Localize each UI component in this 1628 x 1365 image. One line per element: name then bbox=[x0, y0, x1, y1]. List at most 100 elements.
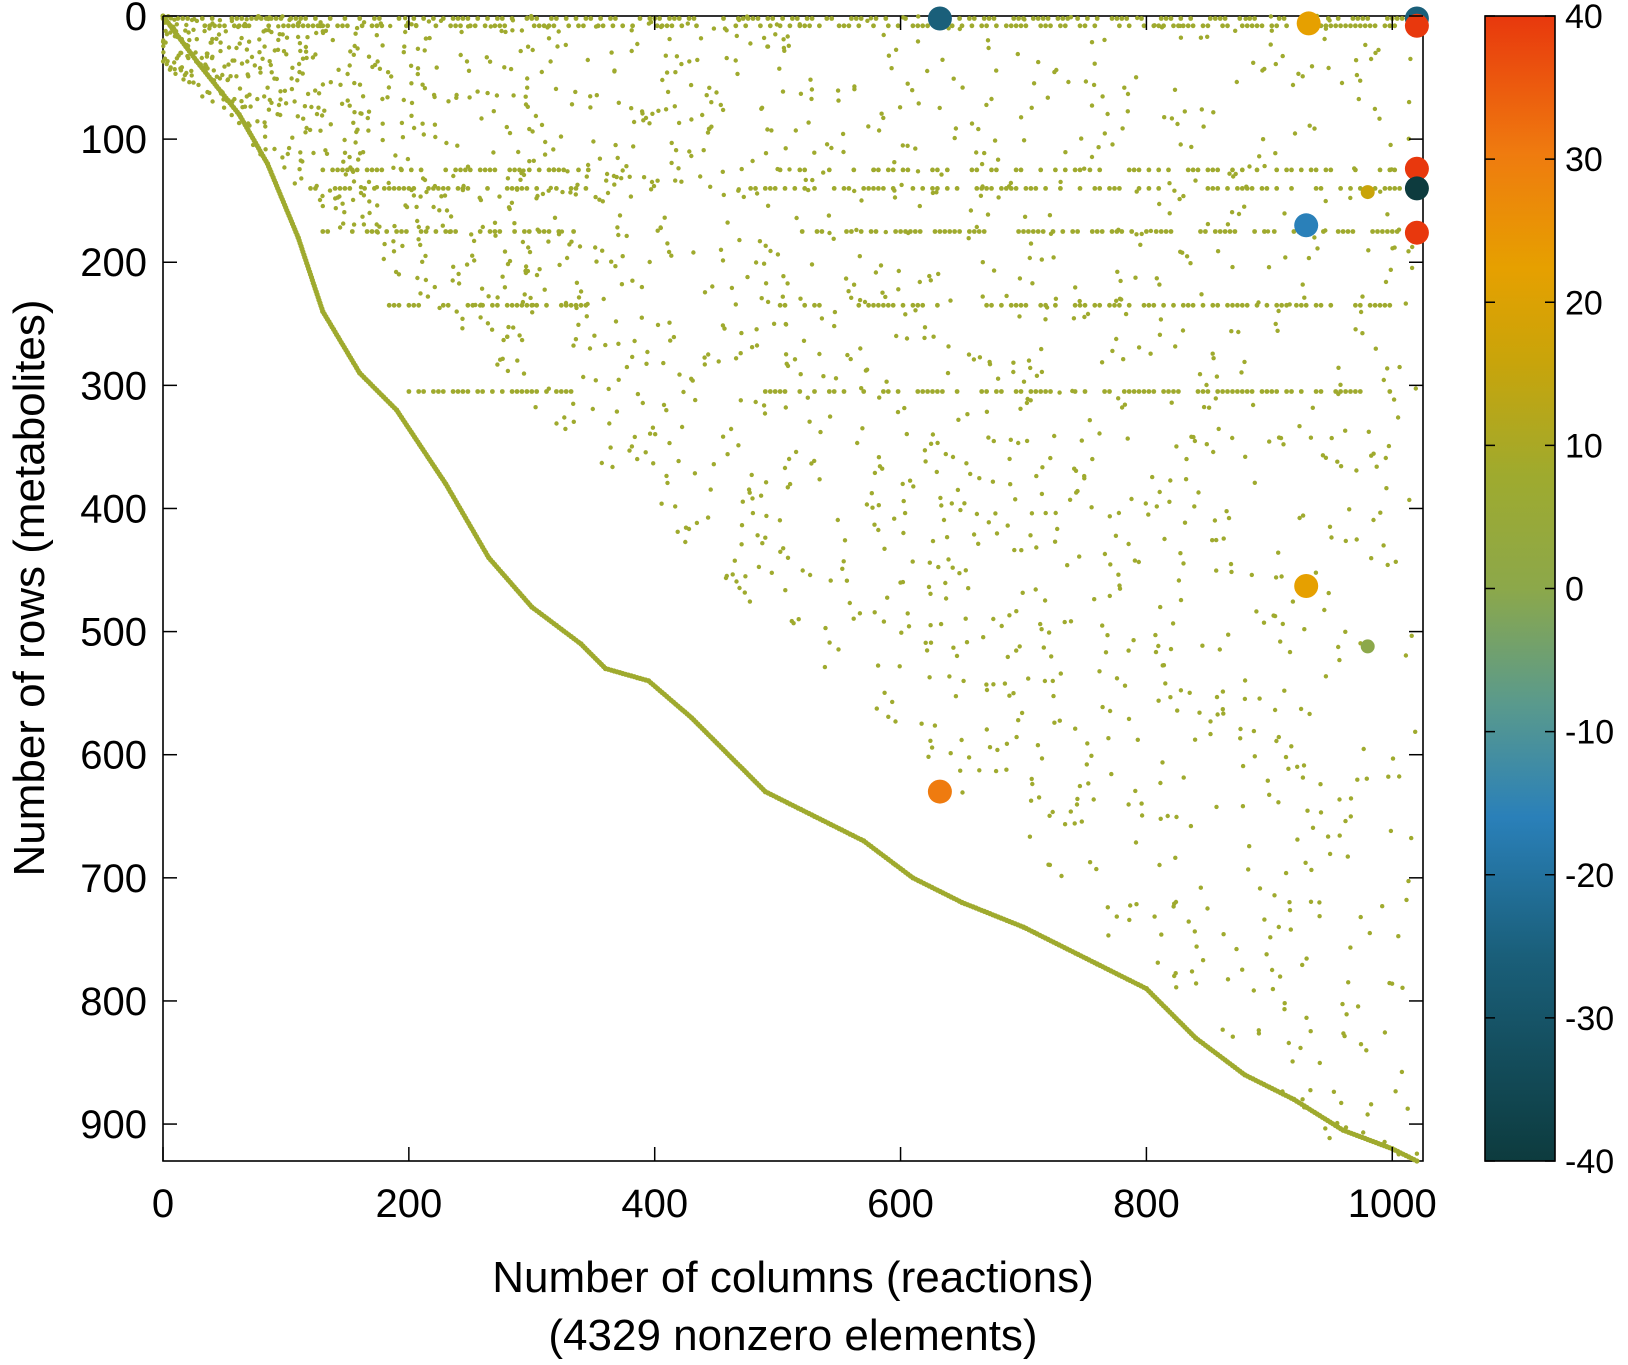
nonzero-point bbox=[665, 89, 671, 95]
nonzero-point bbox=[1276, 550, 1281, 555]
nonzero-point bbox=[210, 54, 215, 59]
row-point bbox=[1038, 389, 1044, 394]
highlighted-point bbox=[927, 779, 952, 804]
row-point bbox=[915, 23, 921, 29]
nonzero-point bbox=[584, 174, 589, 179]
nonzero-point bbox=[1335, 459, 1340, 464]
nonzero-point bbox=[620, 254, 625, 259]
row-point bbox=[202, 23, 208, 29]
nonzero-point bbox=[903, 312, 908, 317]
nonzero-point bbox=[1201, 404, 1207, 410]
nonzero-point bbox=[1208, 719, 1213, 724]
nonzero-point bbox=[1214, 374, 1220, 379]
nonzero-point bbox=[1309, 867, 1314, 873]
row-point bbox=[1338, 23, 1343, 29]
row-point bbox=[558, 302, 564, 308]
nonzero-point bbox=[418, 194, 423, 199]
nonzero-point bbox=[1021, 138, 1027, 143]
nonzero-point bbox=[1187, 690, 1192, 695]
nonzero-point bbox=[226, 45, 232, 50]
nonzero-point bbox=[1082, 166, 1087, 171]
row-point bbox=[1220, 23, 1225, 29]
row-point bbox=[1385, 229, 1390, 234]
nonzero-point bbox=[729, 285, 735, 291]
nonzero-point bbox=[305, 35, 310, 40]
row-point bbox=[401, 186, 407, 191]
row-point bbox=[495, 302, 500, 308]
nonzero-point bbox=[1028, 533, 1033, 538]
nonzero-point bbox=[210, 99, 215, 104]
row-point bbox=[1343, 389, 1348, 394]
nonzero-point bbox=[1090, 456, 1095, 462]
row-point bbox=[534, 389, 540, 394]
nonzero-point bbox=[753, 260, 759, 265]
nonzero-point bbox=[943, 451, 948, 457]
nonzero-point bbox=[1181, 775, 1186, 780]
row-point bbox=[404, 229, 409, 234]
row-point bbox=[890, 186, 896, 191]
row-point bbox=[1013, 389, 1019, 394]
x-tick-label: 800 bbox=[1113, 1182, 1180, 1226]
nonzero-point bbox=[168, 65, 173, 70]
nonzero-point bbox=[1139, 231, 1144, 237]
row-point bbox=[767, 23, 773, 29]
nonzero-point bbox=[1115, 269, 1120, 274]
nonzero-point bbox=[311, 150, 316, 156]
row-point bbox=[497, 229, 503, 234]
nonzero-point bbox=[522, 292, 527, 297]
nonzero-point bbox=[472, 258, 477, 263]
nonzero-point bbox=[624, 233, 629, 239]
row-point bbox=[1072, 167, 1078, 173]
row-point bbox=[994, 167, 999, 173]
row-point bbox=[325, 229, 331, 234]
nonzero-point bbox=[1369, 453, 1374, 458]
row-point bbox=[268, 16, 274, 21]
nonzero-point bbox=[314, 30, 319, 36]
nonzero-point bbox=[283, 101, 289, 106]
nonzero-point bbox=[1262, 917, 1267, 922]
nonzero-point bbox=[341, 159, 346, 164]
nonzero-point bbox=[655, 228, 660, 233]
nonzero-point bbox=[800, 568, 805, 573]
row-point bbox=[1126, 389, 1132, 394]
nonzero-point bbox=[1381, 543, 1386, 548]
row-point bbox=[1136, 389, 1142, 394]
nonzero-point bbox=[1358, 309, 1364, 315]
nonzero-point bbox=[218, 40, 223, 45]
nonzero-point bbox=[730, 572, 735, 577]
nonzero-point bbox=[960, 790, 965, 795]
nonzero-point bbox=[389, 74, 394, 79]
nonzero-point bbox=[304, 125, 309, 131]
nonzero-point bbox=[869, 491, 874, 496]
row-point bbox=[999, 302, 1004, 308]
nonzero-point bbox=[1230, 435, 1235, 441]
row-point bbox=[969, 23, 975, 29]
row-point bbox=[445, 302, 451, 308]
row-point bbox=[802, 302, 808, 308]
nonzero-point bbox=[295, 114, 300, 119]
nonzero-point bbox=[1178, 142, 1183, 147]
row-point bbox=[524, 302, 530, 308]
nonzero-point bbox=[1172, 188, 1177, 193]
nonzero-point bbox=[1152, 914, 1157, 919]
nonzero-point bbox=[1408, 56, 1413, 62]
x-axis-title: Number of columns (reactions) bbox=[492, 1253, 1094, 1302]
nonzero-point bbox=[571, 419, 576, 424]
nonzero-point bbox=[860, 426, 865, 431]
row-point bbox=[1126, 23, 1132, 29]
nonzero-point bbox=[290, 135, 295, 140]
nonzero-point bbox=[523, 264, 529, 269]
row-point bbox=[536, 167, 542, 173]
nonzero-point bbox=[555, 44, 560, 49]
nonzero-point bbox=[1228, 561, 1234, 567]
row-point bbox=[758, 23, 763, 29]
nonzero-point bbox=[409, 113, 414, 119]
nonzero-point bbox=[280, 155, 285, 160]
row-point bbox=[903, 229, 908, 234]
row-point bbox=[1065, 16, 1071, 21]
nonzero-point bbox=[631, 144, 636, 149]
nonzero-point bbox=[1174, 444, 1179, 449]
nonzero-point bbox=[769, 570, 774, 575]
row-point bbox=[1210, 186, 1216, 191]
nonzero-point bbox=[809, 96, 814, 102]
